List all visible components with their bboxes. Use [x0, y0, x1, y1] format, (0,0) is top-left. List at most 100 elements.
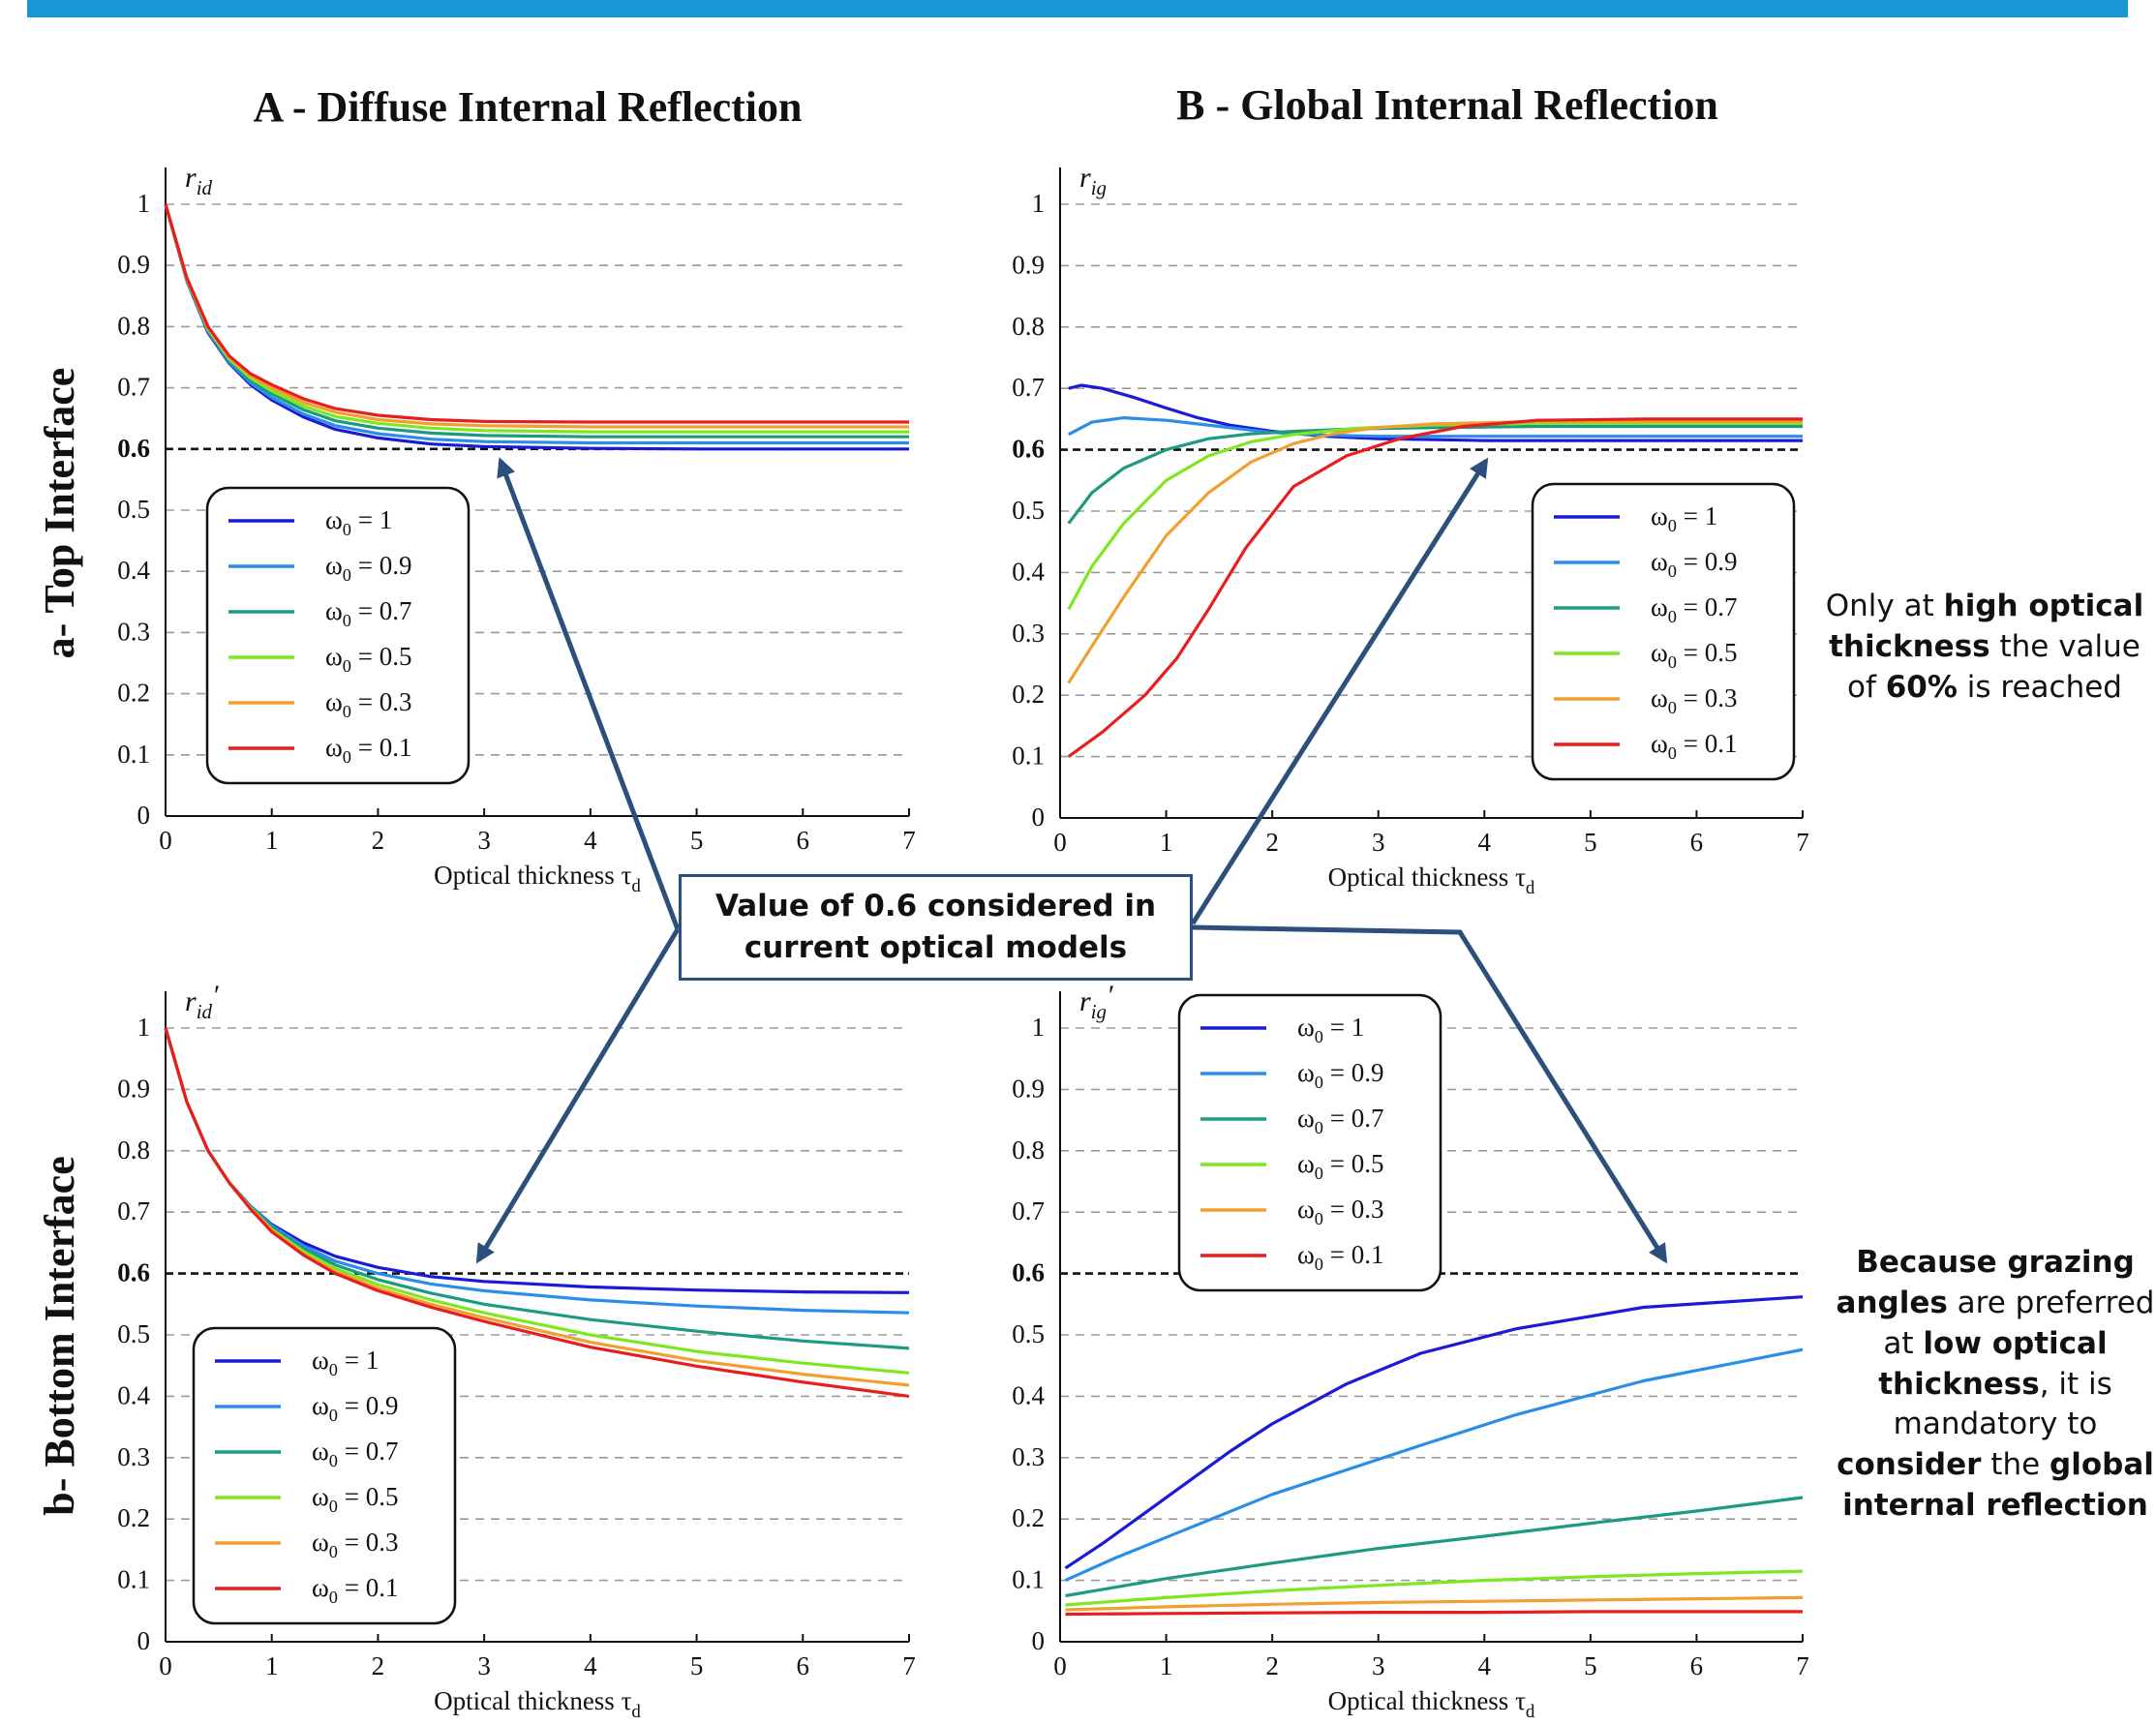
y-tick-label: 0.5 [1012, 496, 1045, 525]
y-tick-label: 0.5 [1012, 1319, 1045, 1348]
x-tick-label: 1 [1160, 1651, 1173, 1680]
y-tick-label: 0.9 [1012, 1074, 1045, 1103]
y-tick-label: 0.6 [1012, 1258, 1045, 1287]
legend-label: ω0 = 1 [1297, 1013, 1364, 1046]
x-tick-label: 7 [902, 826, 916, 855]
y-tick-label: 0.3 [1012, 1442, 1045, 1471]
y-tick-label: 1 [137, 189, 151, 218]
y-tick-label: 0.8 [117, 1135, 150, 1165]
series-line [164, 1027, 910, 1375]
chart-top-diffuse: 0 0.1 0.2 0.3 0.4 0.5 0.6 0.7 0.8 0.9 1 0 1 2 3 4 5 6 7 Opt… [117, 162, 916, 896]
y-tick-label: 0 [137, 801, 151, 830]
legend-label: ω0 = 0.9 [1297, 1058, 1383, 1092]
x-tick-label: 1 [1160, 828, 1173, 857]
y-tick-label: 0.5 [117, 1319, 150, 1348]
series-line [1068, 383, 1803, 442]
header-bar [27, 0, 2128, 17]
chart-bottom-diffuse: 0 0.1 0.2 0.3 0.4 0.5 0.6 0.7 0.8 0.9 1 0 1 2 3 4 5 6 7 Opt… [117, 980, 916, 1722]
legend-label: ω0 = 0.3 [325, 687, 411, 721]
series-line [1064, 1295, 1804, 1570]
legend-label: ω0 = 0.1 [325, 733, 411, 767]
y-tick-label: 0.6 [1012, 435, 1045, 464]
x-tick-label: 7 [902, 1651, 916, 1680]
legend-label: ω0 = 0.7 [325, 596, 411, 630]
y-tick-label: 0.4 [117, 1380, 150, 1409]
legend-box [1531, 482, 1796, 781]
legend-label: ω0 = 0.5 [1651, 638, 1737, 672]
x-tick-label: 6 [1690, 828, 1704, 857]
series-line [164, 1027, 910, 1350]
legend-label: ω0 = 1 [312, 1346, 379, 1379]
x-tick-label: 3 [1372, 1651, 1385, 1680]
x-tick-label: 7 [1796, 1651, 1809, 1680]
note-bottom-text-3: the [1981, 1447, 2050, 1483]
x-tick-label: 4 [1478, 1651, 1492, 1680]
x-tick-label: 4 [584, 826, 597, 855]
y-tick-label: 1 [1032, 189, 1046, 218]
x-tick-label: 0 [159, 1651, 172, 1680]
legend-box [1177, 993, 1442, 1292]
y-tick-label: 0.7 [117, 373, 150, 402]
legend-label: ω0 = 0.1 [1651, 729, 1737, 763]
x-tick-label: 0 [1053, 1651, 1067, 1680]
legend-label: ω0 = 0.1 [312, 1573, 398, 1607]
x-tick-label: 2 [1265, 1651, 1279, 1680]
legend-label: ω0 = 0.1 [1297, 1240, 1383, 1274]
series-line [1067, 424, 1803, 525]
column-title-b: B - Global Internal Reflection [1176, 81, 1718, 129]
note-bottom-bold-3: consider [1837, 1447, 1982, 1483]
y-tick-label: 0.3 [1012, 619, 1045, 648]
y-tick-label: 0.2 [1012, 680, 1045, 709]
x-tick-label: 2 [1265, 828, 1279, 857]
y-axis-label: rid [185, 162, 213, 199]
note-top: Only at high optical thickness the value… [1820, 587, 2149, 709]
series-line [1065, 1595, 1804, 1612]
y-tick-label: 0.2 [117, 1503, 150, 1532]
y-tick-label: 0.8 [1012, 312, 1045, 341]
y-tick-label: 0.1 [117, 740, 150, 769]
y-tick-label: 0.1 [1012, 1565, 1045, 1594]
y-tick-label: 0.4 [1012, 1380, 1045, 1409]
arrow-to-bottom-global [1192, 924, 1668, 1264]
note-top-text-3: is reached [1957, 669, 2122, 705]
y-axis-label: rid′ [185, 980, 219, 1023]
y-tick-label: 0.3 [117, 617, 150, 646]
series-line [164, 1027, 910, 1398]
x-tick-label: 1 [265, 826, 279, 855]
y-tick-label: 0 [1032, 1626, 1046, 1655]
x-tick-label: 4 [1478, 828, 1492, 857]
note-bottom-text-2: , it is mandatory to [1893, 1366, 2112, 1442]
series-line [164, 1027, 910, 1315]
legend-label: ω0 = 0.5 [325, 642, 411, 676]
x-axis-label: Optical thickness τd [1328, 1686, 1535, 1722]
legend-label: ω0 = 0.9 [325, 551, 411, 585]
x-tick-label: 5 [690, 826, 704, 855]
legend-label: ω0 = 0.7 [1651, 592, 1737, 626]
legend-box [205, 486, 471, 785]
note-top-bold-2: 60% [1885, 669, 1958, 705]
x-tick-label: 2 [372, 1651, 385, 1680]
y-tick-label: 0.4 [1012, 557, 1045, 586]
y-tick-label: 0.8 [1012, 1135, 1045, 1165]
x-tick-label: 3 [477, 826, 491, 855]
legend-label: ω0 = 0.3 [1651, 683, 1737, 717]
legend-label: ω0 = 1 [1651, 501, 1717, 535]
callout-line-1: Value of 0.6 considered in [714, 888, 1157, 923]
legend-label: ω0 = 0.5 [312, 1482, 398, 1516]
arrow-to-top-diffuse [497, 457, 681, 930]
x-tick-label: 1 [265, 1651, 279, 1680]
y-tick-label: 0.7 [1012, 1196, 1045, 1226]
y-tick-label: 0.1 [1012, 741, 1045, 771]
y-tick-label: 0.2 [117, 679, 150, 708]
note-top-text-1: Only at [1825, 589, 1944, 623]
y-tick-label: 1 [1032, 1013, 1046, 1042]
x-tick-label: 3 [477, 1651, 491, 1680]
legend-label: ω0 = 0.7 [1297, 1104, 1383, 1137]
y-tick-label: 0.2 [1012, 1503, 1045, 1532]
note-bottom-bold-4: global internal reflection [1842, 1447, 2154, 1524]
legend-label: ω0 = 0.3 [312, 1528, 398, 1561]
row-title-a: a- Top Interface [36, 368, 83, 659]
x-tick-label: 3 [1372, 828, 1385, 857]
chart-top-global: 0 0.1 0.2 0.3 0.4 0.5 0.6 0.7 0.8 0.9 1 0 1 2 3 4 5 6 7 Opt… [1012, 162, 1809, 898]
